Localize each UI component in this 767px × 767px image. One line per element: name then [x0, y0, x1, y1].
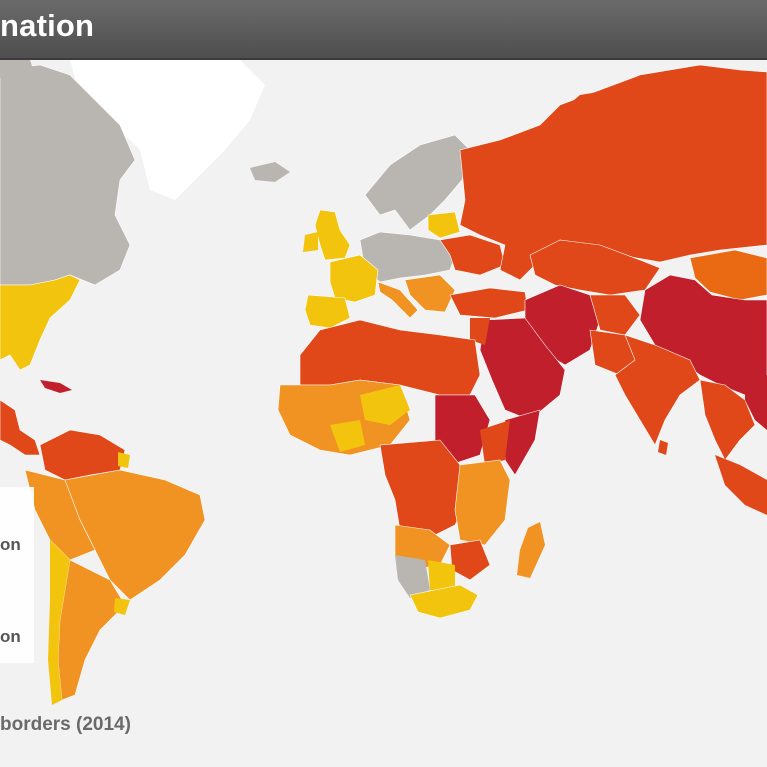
country-sri-lanka[interactable] [658, 440, 668, 455]
region-scandinavia[interactable] [364, 134, 471, 231]
country-zimbabwe-mozambique[interactable] [449, 539, 491, 581]
arctic-island [0, 60, 35, 82]
country-russia[interactable] [459, 64, 767, 281]
country-afghanistan[interactable] [589, 294, 641, 336]
country-italy[interactable] [377, 281, 419, 319]
country-cuba[interactable] [40, 380, 72, 393]
country-niger-chad[interactable] [360, 385, 410, 425]
country-nigeria[interactable] [330, 420, 365, 452]
title-bar: nation [0, 0, 767, 60]
country-india[interactable] [614, 334, 701, 446]
country-mexico-central[interactable] [0, 399, 41, 456]
region-balkans[interactable] [404, 274, 456, 313]
country-uk[interactable] [314, 209, 351, 261]
russia-island[interactable] [550, 90, 610, 130]
legend [0, 487, 34, 663]
greenland [70, 60, 265, 200]
country-sudan[interactable] [434, 394, 491, 466]
country-indonesia[interactable] [715, 455, 767, 515]
country-guyana[interactable] [118, 452, 130, 468]
country-turkey[interactable] [449, 287, 529, 319]
region-indochina[interactable] [745, 375, 767, 430]
footnote: borders (2014) [0, 714, 131, 735]
region-baltic[interactable] [427, 211, 461, 239]
country-peru-bolivia[interactable] [24, 469, 96, 561]
country-uruguay[interactable] [114, 598, 130, 615]
country-namibia[interactable] [395, 555, 430, 598]
country-france[interactable] [329, 254, 379, 303]
map-title: nation [0, 8, 95, 43]
region-east-africa[interactable] [454, 459, 511, 546]
legend-label-1: on [0, 535, 21, 554]
region-central-africa[interactable] [379, 439, 471, 541]
country-iceland[interactable] [250, 162, 290, 182]
country-somalia[interactable] [504, 409, 541, 476]
country-saudi-arabia[interactable] [479, 317, 566, 421]
country-usa[interactable] [0, 274, 81, 371]
country-ukraine[interactable] [439, 234, 506, 276]
country-south-africa[interactable] [409, 584, 479, 619]
legend-label-2: on [0, 627, 21, 646]
country-ireland[interactable] [303, 232, 318, 252]
country-madagascar[interactable] [517, 522, 545, 578]
country-botswana[interactable] [428, 560, 455, 590]
country-ethiopia[interactable] [480, 420, 510, 465]
country-chile[interactable] [48, 540, 70, 705]
region-southeast-asia[interactable] [699, 379, 756, 461]
region-levant[interactable] [470, 318, 490, 345]
country-spain-portugal[interactable] [304, 294, 351, 329]
country-mongolia[interactable] [689, 249, 767, 301]
